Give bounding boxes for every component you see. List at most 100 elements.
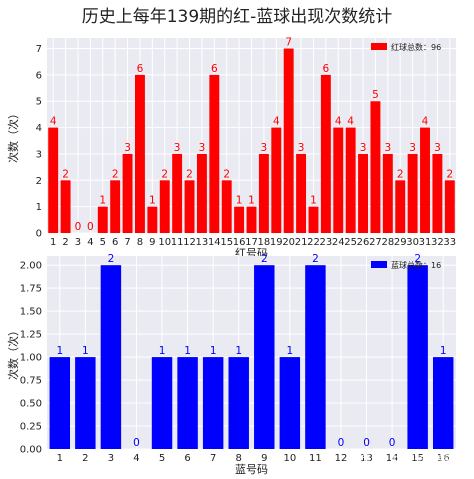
blue-x-tick-label: 8 <box>236 453 242 464</box>
blue-y-axis-label: 次数（次） <box>6 325 20 380</box>
red-bar <box>134 74 145 233</box>
blue-x-tick-label: 5 <box>159 453 165 464</box>
blue-x-tick-label: 1 <box>57 453 63 464</box>
blue-bar <box>432 357 454 449</box>
red-bar-value-label: 3 <box>360 142 367 154</box>
red-x-tick-label: 31 <box>419 237 432 248</box>
red-bar-value-label: 1 <box>248 195 255 207</box>
red-x-tick-label: 23 <box>319 237 332 248</box>
red-bar <box>209 74 220 233</box>
red-bar <box>382 153 393 233</box>
red-x-tick-label: 3 <box>75 237 81 248</box>
red-y-tick-label: 4 <box>36 123 42 134</box>
red-bar-value-label: 3 <box>409 142 416 154</box>
blue-x-tick-label: 10 <box>283 453 296 464</box>
red-x-tick-label: 32 <box>431 237 444 248</box>
red-x-tick-label: 24 <box>332 237 345 248</box>
red-bar-value-label: 6 <box>323 63 330 75</box>
blue-x-tick-label: 4 <box>133 453 139 464</box>
red-bar <box>221 180 232 233</box>
red-bar-value-label: 3 <box>384 142 391 154</box>
red-bar-value-label: 6 <box>211 63 218 75</box>
red-x-tick-label: 33 <box>443 237 456 248</box>
red-y-tick-label: 1 <box>36 202 42 213</box>
red-y-tick-label: 2 <box>36 176 42 187</box>
blue-y-tick-label: 1.75 <box>20 284 42 295</box>
red-x-tick-label: 1 <box>50 237 56 248</box>
blue-x-tick-label: 3 <box>108 453 114 464</box>
red-x-tick-label: 26 <box>357 237 370 248</box>
blue-bar-value-label: 1 <box>56 345 63 357</box>
red-bar-value-label: 2 <box>186 168 193 180</box>
blue-bar-value-label: 0 <box>338 437 345 449</box>
blue-bar-value-label: 1 <box>440 345 447 357</box>
red-x-tick-label: 4 <box>87 237 93 248</box>
blue-bar-value-label: 0 <box>133 437 140 449</box>
blue-x-tick-label: 16 <box>437 453 450 464</box>
red-bar-value-label: 3 <box>434 142 441 154</box>
red-bar-value-label: 1 <box>236 195 243 207</box>
blue-bar <box>49 357 71 449</box>
blue-bars: 1 1 2 0 1 1 1 1 2 1 2 0 0 0 2 1 <box>49 253 454 449</box>
red-x-tick-label: 8 <box>137 237 143 248</box>
red-legend-label: 红球总数：96 <box>391 42 441 52</box>
red-y-tick-label: 5 <box>36 97 42 108</box>
red-bar <box>358 153 369 233</box>
blue-bar-value-label: 1 <box>82 345 89 357</box>
red-x-tick-label: 21 <box>295 237 308 248</box>
blue-bar <box>177 357 198 449</box>
red-bar <box>60 180 71 233</box>
blue-bar-value-label: 2 <box>312 253 319 265</box>
blue-bar <box>407 265 428 449</box>
chart-title: 历史上每年139期的红-蓝球出现次数统计 <box>82 7 393 27</box>
blue-y-tick-label: 1.25 <box>20 330 42 341</box>
red-bar <box>147 206 158 233</box>
red-bar <box>345 127 356 233</box>
blue-x-tick-label: 14 <box>386 453 399 464</box>
blue-y-tick-label: 0.50 <box>20 399 42 410</box>
red-bar-value-label: 4 <box>335 116 342 128</box>
red-bar <box>444 180 455 233</box>
blue-x-tick-label: 7 <box>210 453 216 464</box>
blue-bar-value-label: 1 <box>210 345 217 357</box>
red-bar <box>159 180 170 233</box>
blue-legend-label: 蓝球总数：16 <box>391 260 441 270</box>
blue-legend: 蓝球总数：16 <box>371 260 441 270</box>
blue-bar <box>228 357 249 449</box>
red-x-tick-label: 22 <box>307 237 320 248</box>
red-bar-value-label: 2 <box>112 168 119 180</box>
red-bar <box>110 180 121 233</box>
red-bar <box>246 206 257 233</box>
blue-x-tick-label: 6 <box>184 453 190 464</box>
blue-y-tick-label: 0.25 <box>20 422 42 433</box>
red-bar <box>258 153 269 233</box>
red-x-tick-label: 27 <box>369 237 382 248</box>
red-bar <box>48 127 59 233</box>
red-x-tick-label: 15 <box>220 237 233 248</box>
red-y-tick-label: 0 <box>36 229 42 240</box>
red-x-tick-label: 9 <box>149 237 155 248</box>
blue-y-tick-label: 1.50 <box>20 307 42 318</box>
red-bar-value-label: 2 <box>223 168 230 180</box>
red-x-tick-label: 7 <box>124 237 130 248</box>
red-bar-value-label: 3 <box>298 142 305 154</box>
red-bar-value-label: 2 <box>161 168 168 180</box>
red-x-tick-label: 16 <box>233 237 246 248</box>
red-bar-value-label: 1 <box>99 195 106 207</box>
red-bar-value-label: 2 <box>446 168 453 180</box>
red-bar-value-label: 7 <box>285 37 292 49</box>
blue-y-tick-label: 1.00 <box>20 353 42 364</box>
red-x-tick-label: 19 <box>270 237 283 248</box>
red-x-tick-label: 17 <box>245 237 258 248</box>
blue-x-tick-label: 11 <box>309 453 322 464</box>
blue-x-tick-label: 13 <box>360 453 373 464</box>
blue-legend-swatch <box>371 261 387 268</box>
red-x-tick-label: 30 <box>406 237 419 248</box>
blue-bar-value-label: 2 <box>414 253 421 265</box>
blue-x-tick-label: 9 <box>261 453 267 464</box>
red-bar-value-label: 3 <box>261 142 268 154</box>
